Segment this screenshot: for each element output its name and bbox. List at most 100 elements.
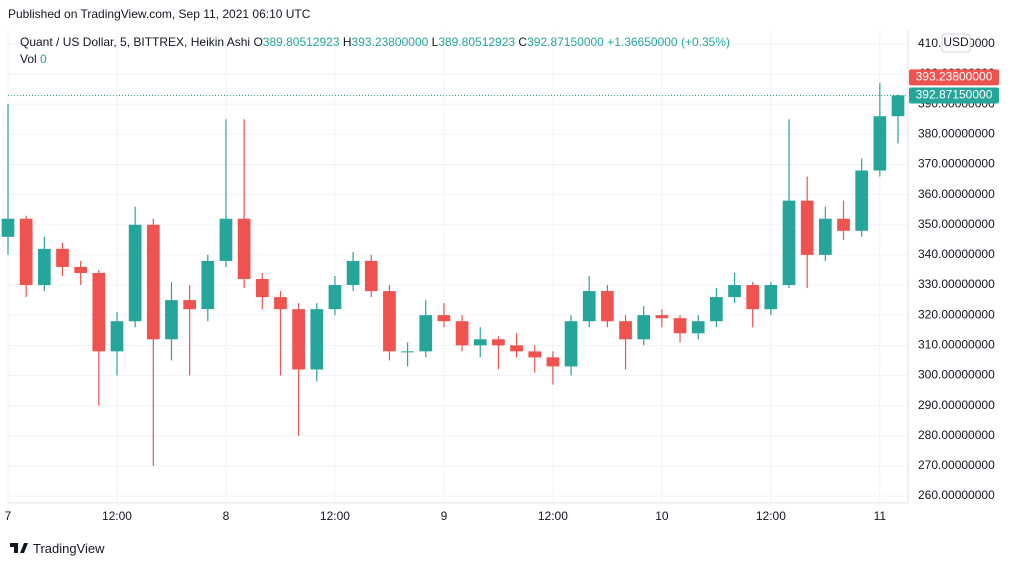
x-tick-label: 10 — [655, 509, 669, 523]
c-label: C — [518, 35, 528, 49]
open-value: 389.80512923 — [262, 35, 340, 49]
y-tick-label: 300.00000000 — [918, 368, 995, 382]
candle-body — [183, 300, 196, 310]
x-tick-label: 12:00 — [756, 509, 786, 523]
candle-body — [691, 321, 705, 334]
candle-body — [746, 285, 760, 310]
candle-body — [310, 309, 324, 370]
candle-body — [346, 260, 360, 286]
y-tick-label: 350.00000000 — [918, 217, 995, 231]
y-tick-label: 290.00000000 — [918, 398, 995, 412]
y-tick-label: 320.00000000 — [918, 307, 995, 321]
candle-body — [37, 248, 51, 286]
published: Published on TradingView.com, Sep 11, 20… — [8, 7, 311, 21]
candle-body — [728, 285, 741, 298]
candle-body — [165, 300, 178, 340]
candle-body — [455, 321, 469, 346]
candle-body — [1, 218, 15, 237]
candle-body — [800, 200, 814, 255]
candle-body — [564, 321, 578, 367]
y-tick-label: 370.00000000 — [918, 157, 995, 171]
candle-body — [56, 248, 69, 267]
candle-body — [364, 260, 378, 292]
candle-body — [146, 224, 160, 340]
price-label-box — [909, 87, 999, 104]
currency-box — [941, 33, 971, 53]
candle-body — [855, 170, 869, 231]
candle-body — [673, 318, 687, 334]
candle-body — [873, 116, 887, 171]
candle-body — [619, 321, 632, 340]
candle-body — [437, 315, 451, 322]
volume-legend: Vol 0 — [20, 52, 47, 66]
y-tick-label: 330.00000000 — [918, 277, 995, 291]
y-tick-label: 380.00000000 — [918, 126, 995, 140]
candle-body — [710, 297, 723, 322]
y-tick-label: 360.00000000 — [918, 187, 995, 201]
candle-body — [582, 291, 596, 322]
axes: 260.00000000 270.00000000 280.00000000 290.… — [5, 33, 999, 523]
candle-body — [383, 291, 396, 352]
currency: USD — [943, 35, 969, 49]
change-pct: (+0.35%) — [680, 35, 730, 49]
x-tick-label: 8 — [223, 509, 230, 523]
x-tick-label: 12:00 — [320, 509, 350, 523]
candle-body — [891, 95, 905, 117]
candle-body — [201, 260, 215, 310]
candle-body — [764, 285, 778, 310]
candle-body — [237, 218, 251, 280]
tv-logo — [10, 543, 28, 553]
symbol: Quant / US Dollar, 5, BITTREX, Heikin As… — [20, 35, 251, 49]
candle-body — [401, 351, 414, 353]
vol-value: 0 — [40, 52, 47, 66]
logo — [10, 543, 28, 553]
h-label: H — [342, 35, 352, 49]
high-value: 393.23800000 — [351, 35, 429, 49]
candle-body — [473, 339, 487, 346]
l-label: L — [431, 35, 439, 49]
candle-body — [546, 357, 560, 367]
price-label-box — [909, 69, 999, 86]
candle-body — [782, 200, 796, 286]
candle-body — [92, 272, 106, 352]
price-label: 392.87150000 — [916, 88, 993, 102]
candle-body — [837, 218, 850, 231]
price-label: 393.23800000 — [916, 70, 993, 84]
close-value: 392.87150000 — [527, 35, 604, 49]
candle-body — [219, 218, 233, 261]
candle-body — [818, 218, 832, 255]
y-tick-label: 270.00000000 — [918, 458, 995, 472]
change: +1.36650000 — [607, 35, 678, 49]
legend: Quant / US Dollar, 5, BITTREX, Heikin As… — [20, 35, 730, 49]
x-tick-label: 9 — [441, 509, 448, 523]
candle-body — [492, 339, 505, 346]
candle-body — [292, 309, 305, 370]
y-tick-label: 310.00000000 — [918, 338, 995, 352]
x-tick-label: 12:00 — [102, 509, 132, 523]
x-tick-label: 12:00 — [538, 509, 568, 523]
y-tick-label: 340.00000000 — [918, 247, 995, 261]
y-tick-label: 260.00000000 — [918, 488, 995, 502]
candle-body — [510, 345, 523, 352]
candle-body — [19, 218, 33, 286]
low-value: 389.80512923 — [438, 35, 516, 49]
x-tick-label: 7 — [5, 509, 12, 523]
x-tick-label: 11 — [874, 509, 887, 523]
candle-body — [110, 321, 124, 352]
grid — [7, 30, 908, 503]
candle-body — [601, 291, 614, 322]
y-tick-label: 280.00000000 — [918, 428, 995, 442]
candles — [1, 83, 905, 466]
candle-body — [655, 315, 669, 319]
o-label: O — [253, 35, 263, 49]
candle-body — [128, 224, 142, 322]
candle-body — [637, 315, 651, 340]
candle-body — [328, 285, 342, 310]
candle-body — [274, 297, 287, 310]
candle-body — [419, 315, 433, 352]
brand: TradingView — [33, 541, 105, 556]
vol-label: Vol — [20, 52, 37, 66]
candle-body — [255, 279, 269, 298]
